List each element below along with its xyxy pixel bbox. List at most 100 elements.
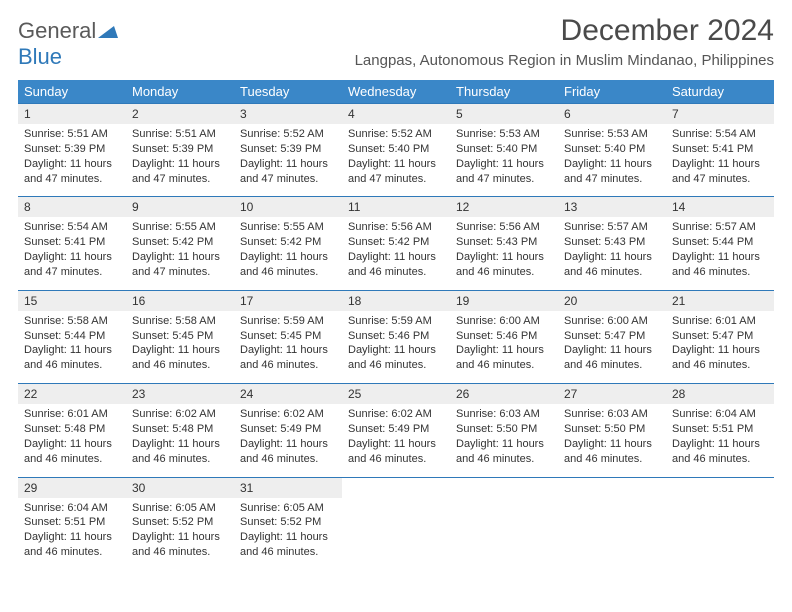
day-number: 13: [558, 197, 666, 218]
daylight-line: and 46 minutes.: [348, 452, 444, 467]
daylight-line: and 47 minutes.: [240, 172, 336, 187]
day-number: 10: [234, 197, 342, 218]
brand-triangle-icon: [98, 24, 118, 38]
day-number: 16: [126, 290, 234, 311]
day-cell: Sunrise: 6:02 AMSunset: 5:49 PMDaylight:…: [342, 404, 450, 477]
daylight-line: Daylight: 11 hours: [456, 250, 552, 265]
sunrise-line: Sunrise: 6:01 AM: [672, 314, 768, 329]
day-cell: Sunrise: 5:52 AMSunset: 5:40 PMDaylight:…: [342, 124, 450, 197]
sunrise-line: Sunrise: 6:04 AM: [672, 407, 768, 422]
sunrise-line: Sunrise: 5:54 AM: [672, 127, 768, 142]
daylight-line: Daylight: 11 hours: [348, 250, 444, 265]
sunset-line: Sunset: 5:48 PM: [132, 422, 228, 437]
day-cell: Sunrise: 5:51 AMSunset: 5:39 PMDaylight:…: [18, 124, 126, 197]
day-cell: Sunrise: 6:01 AMSunset: 5:48 PMDaylight:…: [18, 404, 126, 477]
daylight-line: and 46 minutes.: [456, 452, 552, 467]
daynum-row: 891011121314: [18, 197, 774, 218]
sunrise-line: Sunrise: 5:58 AM: [132, 314, 228, 329]
day-cell: Sunrise: 5:55 AMSunset: 5:42 PMDaylight:…: [234, 217, 342, 290]
daylight-line: and 46 minutes.: [564, 452, 660, 467]
daylight-line: Daylight: 11 hours: [564, 250, 660, 265]
day-cell: Sunrise: 5:56 AMSunset: 5:42 PMDaylight:…: [342, 217, 450, 290]
daylight-line: Daylight: 11 hours: [456, 437, 552, 452]
day-number: 14: [666, 197, 774, 218]
daylight-line: and 46 minutes.: [132, 358, 228, 373]
day-cell: Sunrise: 6:00 AMSunset: 5:47 PMDaylight:…: [558, 311, 666, 384]
sunrise-line: Sunrise: 5:53 AM: [564, 127, 660, 142]
day-number: 5: [450, 104, 558, 125]
day-number: 27: [558, 384, 666, 405]
day-cell: [666, 498, 774, 570]
day-number: 25: [342, 384, 450, 405]
daylight-line: and 46 minutes.: [240, 358, 336, 373]
day-cell: Sunrise: 6:05 AMSunset: 5:52 PMDaylight:…: [126, 498, 234, 570]
calendar-table: Sunday Monday Tuesday Wednesday Thursday…: [18, 80, 774, 570]
daylight-line: and 46 minutes.: [240, 452, 336, 467]
day-number: 18: [342, 290, 450, 311]
sunset-line: Sunset: 5:51 PM: [672, 422, 768, 437]
day-cell: Sunrise: 5:56 AMSunset: 5:43 PMDaylight:…: [450, 217, 558, 290]
day-number: [558, 477, 666, 498]
day-number: 7: [666, 104, 774, 125]
day-number: 26: [450, 384, 558, 405]
daylight-line: Daylight: 11 hours: [24, 530, 120, 545]
daynum-row: 22232425262728: [18, 384, 774, 405]
sunset-line: Sunset: 5:39 PM: [240, 142, 336, 157]
day-cell: Sunrise: 5:58 AMSunset: 5:44 PMDaylight:…: [18, 311, 126, 384]
day-number: 3: [234, 104, 342, 125]
daylight-line: and 46 minutes.: [564, 265, 660, 280]
daylight-line: and 46 minutes.: [24, 452, 120, 467]
day-cell: [450, 498, 558, 570]
sunrise-line: Sunrise: 5:53 AM: [456, 127, 552, 142]
sunrise-line: Sunrise: 6:02 AM: [240, 407, 336, 422]
day-cell: Sunrise: 5:57 AMSunset: 5:44 PMDaylight:…: [666, 217, 774, 290]
info-row: Sunrise: 6:04 AMSunset: 5:51 PMDaylight:…: [18, 498, 774, 570]
title-block: December 2024 Langpas, Autonomous Region…: [355, 14, 774, 69]
daylight-line: and 47 minutes.: [132, 172, 228, 187]
sunset-line: Sunset: 5:42 PM: [132, 235, 228, 250]
sunrise-line: Sunrise: 5:56 AM: [348, 220, 444, 235]
day-number: [342, 477, 450, 498]
day-cell: Sunrise: 5:53 AMSunset: 5:40 PMDaylight:…: [450, 124, 558, 197]
day-number: 2: [126, 104, 234, 125]
day-cell: Sunrise: 5:54 AMSunset: 5:41 PMDaylight:…: [666, 124, 774, 197]
day-number: 4: [342, 104, 450, 125]
daylight-line: and 46 minutes.: [24, 545, 120, 560]
daylight-line: and 47 minutes.: [24, 172, 120, 187]
brand-logo: General Blue: [18, 14, 118, 70]
daylight-line: and 46 minutes.: [240, 265, 336, 280]
daylight-line: and 47 minutes.: [348, 172, 444, 187]
daylight-line: Daylight: 11 hours: [240, 250, 336, 265]
sunset-line: Sunset: 5:45 PM: [132, 329, 228, 344]
day-cell: Sunrise: 5:57 AMSunset: 5:43 PMDaylight:…: [558, 217, 666, 290]
daylight-line: and 47 minutes.: [672, 172, 768, 187]
daylight-line: Daylight: 11 hours: [564, 343, 660, 358]
sunset-line: Sunset: 5:39 PM: [24, 142, 120, 157]
day-header: Thursday: [450, 80, 558, 104]
day-cell: [558, 498, 666, 570]
day-header-row: Sunday Monday Tuesday Wednesday Thursday…: [18, 80, 774, 104]
day-number: 17: [234, 290, 342, 311]
day-number: 30: [126, 477, 234, 498]
daylight-line: and 47 minutes.: [456, 172, 552, 187]
day-number: [450, 477, 558, 498]
daylight-line: Daylight: 11 hours: [456, 343, 552, 358]
daylight-line: and 46 minutes.: [24, 358, 120, 373]
sunrise-line: Sunrise: 6:02 AM: [132, 407, 228, 422]
day-number: 31: [234, 477, 342, 498]
day-cell: Sunrise: 6:03 AMSunset: 5:50 PMDaylight:…: [450, 404, 558, 477]
sunrise-line: Sunrise: 5:54 AM: [24, 220, 120, 235]
day-cell: Sunrise: 6:01 AMSunset: 5:47 PMDaylight:…: [666, 311, 774, 384]
daynum-row: 15161718192021: [18, 290, 774, 311]
day-number: 12: [450, 197, 558, 218]
sunrise-line: Sunrise: 5:52 AM: [240, 127, 336, 142]
sunrise-line: Sunrise: 5:57 AM: [564, 220, 660, 235]
sunset-line: Sunset: 5:41 PM: [672, 142, 768, 157]
daylight-line: Daylight: 11 hours: [564, 437, 660, 452]
day-cell: Sunrise: 6:04 AMSunset: 5:51 PMDaylight:…: [666, 404, 774, 477]
daylight-line: and 47 minutes.: [132, 265, 228, 280]
day-number: 9: [126, 197, 234, 218]
day-header: Monday: [126, 80, 234, 104]
sunset-line: Sunset: 5:46 PM: [348, 329, 444, 344]
sunrise-line: Sunrise: 5:59 AM: [240, 314, 336, 329]
